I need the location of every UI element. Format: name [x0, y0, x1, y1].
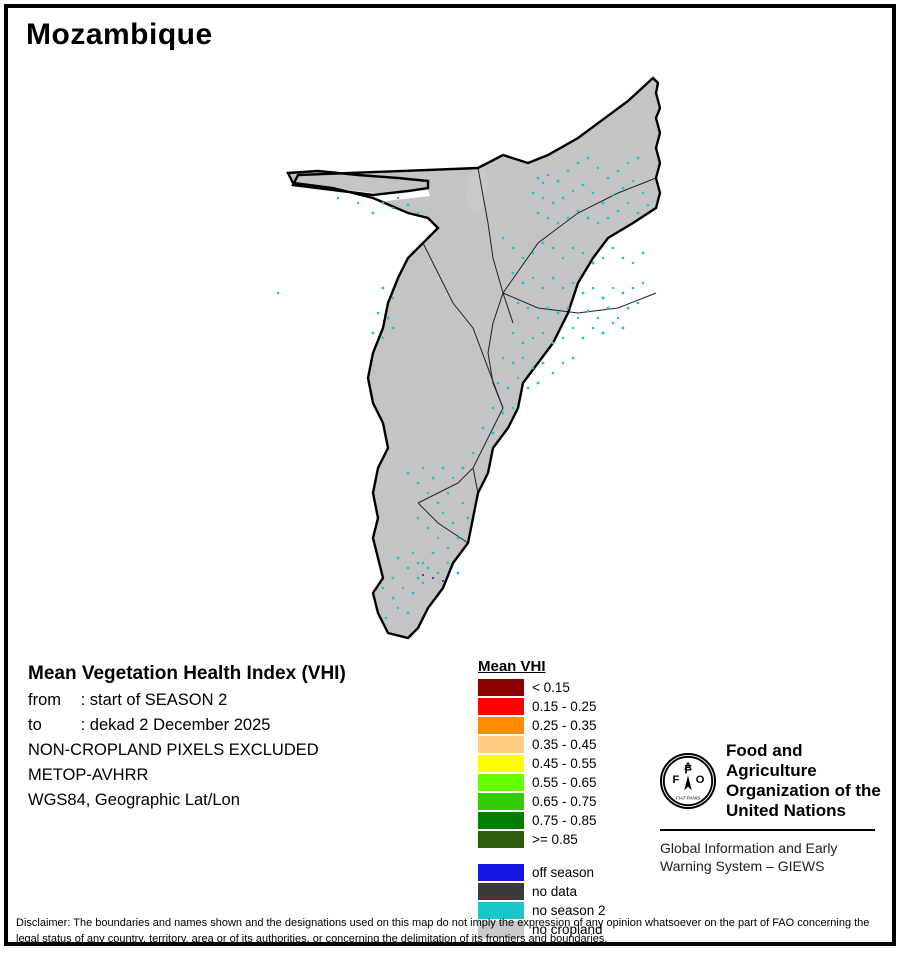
colorbar-swatch-special-0 [478, 864, 524, 881]
fao-logo-icon: F F A O FIAT PANIS [660, 753, 716, 809]
colorbar-label-6: 0.65 - 0.75 [532, 794, 597, 809]
info-line-noncropland: NON-CROPLAND PIXELS EXCLUDED [28, 741, 458, 760]
colorbar-label-0: < 0.15 [532, 680, 570, 695]
fao-org-name: Food and Agriculture Organization of the… [726, 741, 890, 821]
colorbar-swatch-4 [478, 755, 524, 772]
colorbar-swatch-2 [478, 717, 524, 734]
colorbar-label-special-1: no data [532, 884, 577, 899]
colorbar-label-4: 0.45 - 0.55 [532, 756, 597, 771]
colorbar-row-scale-2: 0.25 - 0.35 [478, 716, 778, 735]
map-info-block: Mean Vegetation Health Index (VHI) from … [28, 663, 458, 816]
colorbar-swatch-5 [478, 774, 524, 791]
svg-text:F: F [673, 774, 680, 786]
colorbar-swatch-0 [478, 679, 524, 696]
colorbar-swatch-8 [478, 831, 524, 848]
colorbar-label-2: 0.25 - 0.35 [532, 718, 597, 733]
colorbar-label-3: 0.35 - 0.45 [532, 737, 597, 752]
colorbar-swatch-7 [478, 812, 524, 829]
mean-vhi-heading: Mean Vegetation Health Index (VHI) [28, 663, 458, 685]
colorbar-row-special-1: no data [478, 882, 778, 901]
colorbar-swatch-3 [478, 736, 524, 753]
colorbar-label-7: 0.75 - 0.85 [532, 813, 597, 828]
colorbar-label-8: >= 0.85 [532, 832, 578, 847]
svg-text:O: O [696, 774, 705, 786]
giews-program-name: Global Information and Early Warning Sys… [660, 839, 890, 875]
colorbar-label-5: 0.55 - 0.65 [532, 775, 597, 790]
country-landmass [288, 78, 660, 638]
info-line-datum: WGS84, Geographic Lat/Lon [28, 791, 458, 810]
colorbar-swatch-special-1 [478, 883, 524, 900]
svg-text:A: A [684, 761, 692, 773]
disclaimer-text: Disclaimer: The boundaries and names sho… [16, 916, 892, 948]
colorbar-swatch-6 [478, 793, 524, 810]
colorbar-label-1: 0.15 - 0.25 [532, 699, 597, 714]
info-line-sensor: METOP-AVHRR [28, 766, 458, 785]
svg-text:FIAT PANIS: FIAT PANIS [676, 796, 701, 801]
info-line-to: to : dekad 2 December 2025 [28, 716, 458, 735]
fao-branding: F F A O FIAT PANIS Food and Agriculture … [660, 741, 890, 876]
colorbar-swatch-1 [478, 698, 524, 715]
map-frame: Mozambique [4, 4, 896, 946]
info-line-from: from : start of SEASON 2 [28, 691, 458, 710]
page-title: Mozambique [26, 18, 213, 52]
colorbar-row-scale-0: < 0.15 [478, 678, 778, 697]
colorbar-label-special-0: off season [532, 865, 594, 880]
mozambique-map [278, 63, 678, 638]
colorbar-row-scale-1: 0.15 - 0.25 [478, 697, 778, 716]
